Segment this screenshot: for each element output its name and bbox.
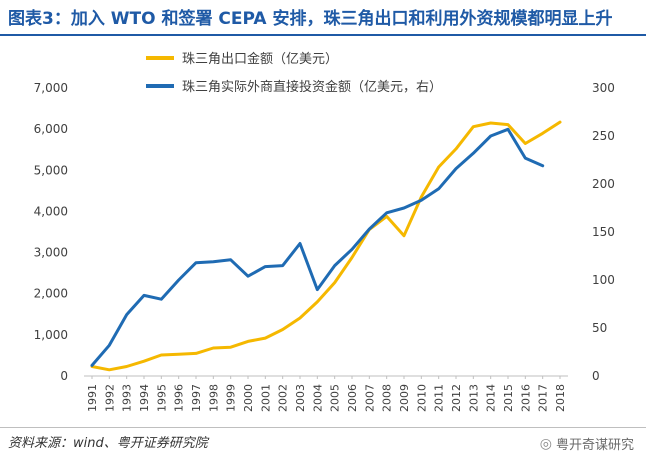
y-left-tick-label: 5,000	[34, 163, 68, 177]
title-divider	[0, 34, 646, 36]
x-tick-label: 2014	[485, 384, 498, 412]
x-tick-label: 2013	[467, 384, 480, 412]
x-tick-label: 2001	[259, 384, 272, 412]
x-tick-label: 2008	[381, 384, 394, 412]
x-tick-label: 1996	[173, 384, 186, 412]
source-note: 资料来源：wind、粤开证券研究院	[8, 436, 208, 451]
x-tick-label: 2009	[398, 384, 411, 412]
y-right-tick-label: 150	[592, 225, 615, 239]
y-right-tick-label: 200	[592, 177, 615, 191]
legend-label-fdi: 珠三角实际外商直接投资金额（亿美元，右）	[182, 79, 442, 95]
series-line-export	[90, 120, 562, 372]
wechat-icon: ◎	[539, 435, 552, 452]
x-tick-label: 1993	[121, 384, 134, 412]
x-tick-label: 2007	[363, 384, 376, 412]
legend-label-export: 珠三角出口金额（亿美元）	[182, 51, 338, 67]
x-tick-label: 1991	[86, 384, 99, 412]
y-left-tick-label: 6,000	[34, 122, 68, 136]
x-tick-label: 2010	[415, 384, 428, 412]
y-right-tick-label: 100	[592, 273, 615, 287]
x-tick-label: 2015	[502, 384, 515, 412]
x-tick-label: 1998	[207, 384, 220, 412]
y-right-tick-label: 50	[592, 321, 607, 335]
x-tick-label: 1994	[138, 384, 151, 412]
series-line-fdi	[90, 127, 545, 367]
x-tick-label: 2018	[554, 384, 567, 412]
y-right-tick-label: 0	[592, 369, 600, 383]
x-tick-label: 2011	[433, 384, 446, 412]
watermark: ◎ 粤开奇谋研究	[539, 434, 634, 454]
x-tick-label: 2003	[294, 384, 307, 412]
chart-title: 图表3：加入 WTO 和签署 CEPA 安排，珠三角出口和利用外资规模都明显上升	[8, 8, 613, 29]
x-tick-label: 2017	[537, 384, 550, 412]
footer-divider	[0, 427, 646, 428]
watermark-text: 粤开奇谋研究	[555, 438, 634, 453]
x-tick-label: 2012	[450, 384, 463, 412]
y-right-tick-label: 300	[592, 81, 615, 95]
y-left-tick-label: 4,000	[34, 204, 68, 218]
x-tick-label: 1999	[225, 384, 238, 412]
x-tick-label: 2002	[277, 384, 290, 412]
x-tick-label: 1992	[103, 384, 116, 412]
line-chart: 0 1,000 2,000 3,000 4,000 5,000 6,000 7,000 0 50 1…	[34, 51, 615, 412]
x-tick-label: 1995	[155, 384, 168, 412]
y-left-tick-label: 1,000	[34, 328, 68, 342]
x-tick-label: 2004	[311, 384, 324, 412]
y-left-tick-label: 0	[60, 369, 68, 383]
x-tick-label: 2000	[242, 384, 255, 412]
x-tick-label: 2016	[519, 384, 532, 412]
x-tick-label: 2006	[346, 384, 359, 412]
x-tick-label: 2005	[329, 384, 342, 412]
y-left-tick-label: 2,000	[34, 287, 68, 301]
y-left-tick-label: 3,000	[34, 246, 68, 260]
y-left-tick-label: 7,000	[34, 81, 68, 95]
y-right-tick-label: 250	[592, 129, 615, 143]
x-tick-label: 1997	[190, 384, 203, 412]
